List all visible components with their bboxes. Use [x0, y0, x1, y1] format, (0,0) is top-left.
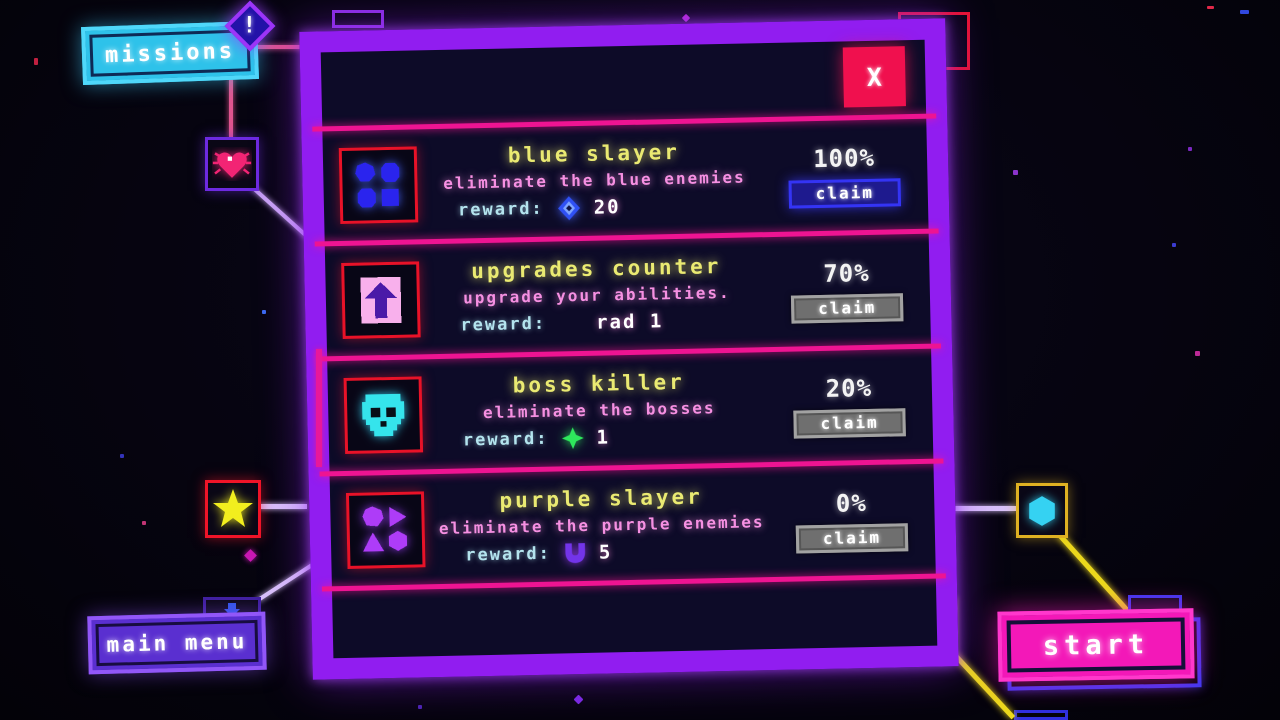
progress-percent: 0%: [835, 488, 868, 518]
star-dot: [1188, 147, 1192, 151]
hexagon-node[interactable]: [1016, 483, 1068, 538]
hidden-node-box: [332, 10, 384, 28]
mission-title: boss killer: [512, 369, 685, 397]
progress-percent: 20%: [825, 373, 873, 403]
mission-row: upgrades counter upgrade your abilities.…: [325, 234, 931, 357]
mission-description: eliminate the blue enemies: [443, 167, 746, 193]
skull-icon: [361, 393, 405, 437]
mission-description: eliminate the purple enemies: [438, 511, 765, 538]
mission-icon-box: [338, 146, 419, 225]
blue-shapes-icon: [355, 162, 400, 208]
mission-progress-area: 0% claim: [778, 487, 925, 554]
star-dot: [1240, 10, 1249, 14]
reward-value: 1: [596, 425, 611, 449]
mission-info: purple slayer eliminate the purple enemi…: [424, 482, 780, 568]
purple-shapes-icon: [362, 506, 408, 552]
magnet-icon: [564, 542, 585, 563]
star-dot: [1172, 243, 1176, 247]
star-dot: [1013, 170, 1018, 175]
claim-button[interactable]: claim: [788, 177, 902, 209]
star-dot: [1207, 6, 1214, 9]
mission-row: purple slayer eliminate the purple enemi…: [330, 464, 936, 587]
star-dot: [34, 58, 38, 65]
star-dot: [120, 454, 124, 458]
connector-line: [229, 76, 233, 138]
star-node[interactable]: [205, 480, 261, 538]
reward-line: reward: 1: [463, 424, 611, 453]
mission-progress-area: 20% claim: [776, 372, 923, 439]
claim-button[interactable]: claim: [795, 522, 909, 554]
heart-bug-node[interactable]: [205, 137, 259, 191]
mission-row: boss killer eliminate the bosses reward:…: [327, 349, 933, 472]
gem-icon: [557, 195, 580, 220]
connector-line: [259, 504, 307, 509]
mission-info: boss killer eliminate the bosses reward:…: [421, 367, 777, 453]
mission-progress-area: 70% claim: [773, 257, 920, 324]
connector-line: [952, 506, 1016, 511]
claim-button[interactable]: claim: [793, 407, 906, 439]
reward-label: reward:: [457, 198, 544, 221]
progress-percent: 70%: [822, 258, 870, 288]
down-arrow-icon: [224, 603, 240, 617]
sparkle-icon: [561, 426, 584, 449]
main-menu-button[interactable]: main menu: [87, 611, 267, 675]
connector-line: [316, 349, 322, 467]
claim-button[interactable]: claim: [790, 292, 904, 324]
star-dot: [142, 521, 146, 525]
connector-line: [256, 45, 308, 49]
hidden-node-box: [1014, 710, 1068, 720]
reward-line: reward: 20: [458, 194, 621, 223]
mission-title: blue slayer: [507, 139, 681, 167]
star-dot: [573, 694, 584, 705]
mission-info: blue slayer eliminate the blue enemies r…: [417, 137, 773, 223]
star-icon: [213, 489, 253, 527]
star-dot: [262, 310, 266, 314]
reward-label: reward:: [465, 543, 552, 565]
reward-line: reward: rad 1: [460, 308, 663, 338]
sparkle-decor: [244, 549, 257, 562]
exclamation-icon: !: [243, 13, 257, 39]
start-button[interactable]: start: [997, 608, 1195, 682]
mission-icon-box: [343, 376, 424, 454]
mission-progress-area: 100% claim: [771, 142, 918, 209]
close-button[interactable]: X: [842, 46, 906, 108]
missions-panel: X blue slayer eliminate the blue enemies…: [299, 18, 959, 680]
reward-label: reward:: [460, 313, 547, 336]
star-dot: [681, 13, 691, 23]
star-dot: [418, 705, 422, 709]
mission-icon-box: [345, 491, 426, 569]
connector-line: [1057, 533, 1130, 613]
reward-line: reward: 5: [465, 539, 613, 568]
heart-bug-icon: [212, 152, 252, 178]
panel-header: X: [321, 40, 926, 127]
mission-icon-box: [341, 261, 421, 339]
progress-percent: 100%: [812, 143, 876, 173]
mission-info: upgrades counter upgrade your abilities.…: [419, 252, 775, 338]
hexagon-icon: [1029, 495, 1055, 526]
reward-value: rad 1: [595, 309, 664, 334]
mission-description: eliminate the bosses: [482, 397, 716, 422]
mission-title: upgrades counter: [470, 253, 722, 283]
reward-value: 20: [593, 195, 621, 219]
connector-line: [251, 186, 309, 239]
reward-value: 5: [598, 540, 613, 564]
mission-title: purple slayer: [499, 483, 704, 513]
reward-label: reward:: [462, 428, 549, 450]
mission-description: upgrade your abilities.: [462, 282, 731, 307]
mission-row: blue slayer eliminate the blue enemies r…: [322, 119, 928, 242]
up-arrow-icon: [360, 276, 402, 324]
star-dot: [1195, 351, 1200, 356]
